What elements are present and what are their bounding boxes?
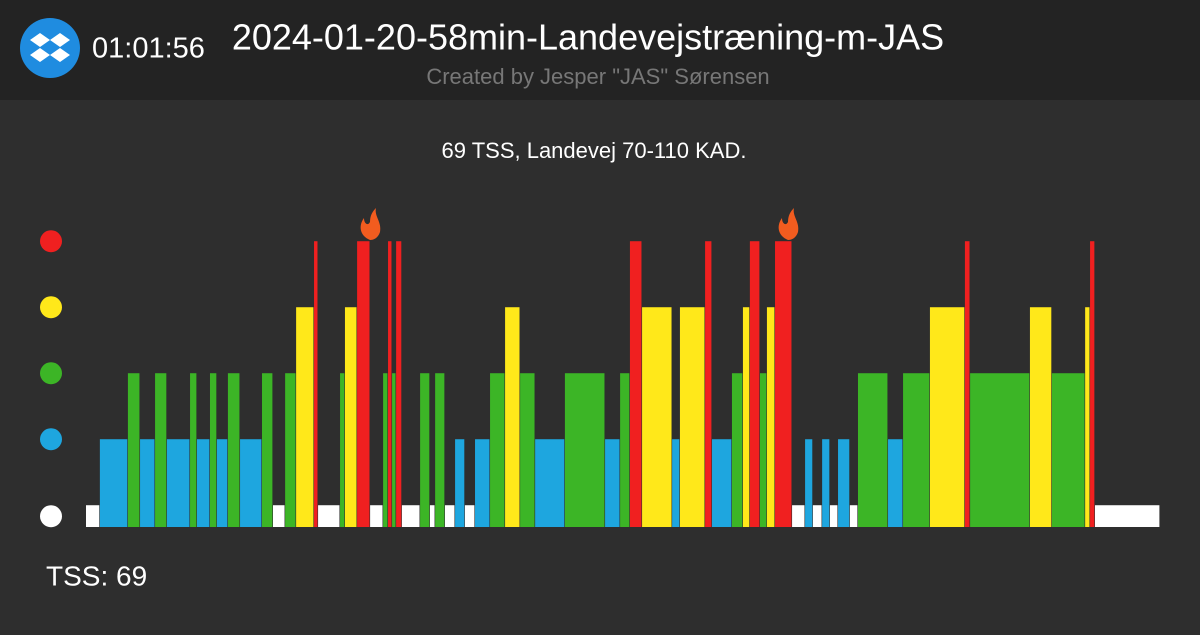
interval-bar: [712, 439, 732, 527]
interval-bar: [1090, 241, 1095, 527]
interval-bar: [209, 373, 217, 527]
icon-circle[interactable]: [20, 18, 80, 78]
interval-bar: [838, 439, 850, 527]
interval-bar: [805, 439, 813, 527]
duration: 01:01:56: [92, 33, 205, 65]
interval-bar: [370, 505, 383, 527]
zone-dot: [40, 362, 62, 385]
zone-dot: [40, 428, 62, 451]
interval-bar: [166, 439, 190, 527]
tss-total: TSS: 69: [46, 560, 147, 591]
zone-dot: [40, 296, 62, 319]
fire-icon: [778, 208, 799, 240]
interval-bar: [475, 439, 490, 527]
interval-bar: [749, 241, 760, 527]
interval-bar: [857, 373, 888, 527]
interval-bar: [216, 439, 228, 527]
interval-bar: [190, 373, 197, 527]
icon-glyph: [30, 33, 70, 62]
interval-bar: [401, 505, 420, 527]
interval-bar: [396, 241, 402, 527]
interval-bar: [314, 241, 318, 527]
interval-bar: [464, 505, 475, 527]
interval-bar: [775, 241, 792, 527]
zone-dot: [40, 505, 62, 528]
interval-bar: [388, 241, 392, 527]
interval-bar: [296, 307, 314, 527]
interval-bar: [227, 373, 240, 527]
interval-bar: [822, 439, 830, 527]
plot: [40, 230, 1160, 528]
interval-bar: [1029, 307, 1052, 527]
interval-bar: [829, 505, 838, 527]
interval-bar: [535, 439, 565, 527]
interval-bar: [605, 439, 620, 527]
interval-bar: [964, 241, 970, 527]
interval-bar: [1085, 307, 1090, 527]
description: 69 TSS, Landevej 70-110 KAD.: [442, 138, 747, 163]
interval-bar: [1051, 373, 1085, 527]
interval-bar: [455, 439, 465, 527]
interval-bar: [742, 307, 750, 527]
interval-bar: [344, 307, 357, 527]
interval-bar: [435, 373, 445, 527]
interval-bar: [888, 439, 903, 527]
zone-dot: [40, 230, 62, 253]
interval-bar: [970, 373, 1030, 527]
interval-bar: [196, 439, 210, 527]
interval-bar: [140, 439, 155, 527]
interval-bar: [490, 373, 505, 527]
interval-bar: [705, 241, 712, 527]
interval-bar: [340, 373, 345, 527]
interval-bar: [240, 439, 262, 527]
interval-bar: [679, 307, 705, 527]
interval-bar: [849, 505, 858, 527]
interval-bar: [318, 505, 340, 527]
interval-bar: [99, 439, 128, 527]
interval-bar: [564, 373, 605, 527]
interval-bar: [383, 373, 388, 527]
interval-bar: [812, 505, 822, 527]
interval-bar: [629, 241, 642, 527]
interval-bar: [759, 373, 767, 527]
interval-bar: [285, 373, 296, 527]
interval-bar: [86, 505, 100, 527]
author: Created by Jesper "JAS" Sørensen: [426, 64, 769, 89]
interval-bar: [357, 241, 370, 527]
interval-bar: [262, 373, 273, 527]
interval-bar: [642, 307, 672, 527]
header-bar: [0, 0, 1200, 100]
interval-bar: [520, 373, 535, 527]
interval-bar: [272, 505, 285, 527]
interval-bar: [429, 505, 435, 527]
interval-bar: [731, 373, 743, 527]
workout-title: 2024-01-20-58min-Landevejstræning-m-JAS: [232, 17, 944, 58]
interval-bar: [929, 307, 965, 527]
interval-bar: [127, 373, 140, 527]
interval-bar: [1094, 505, 1160, 527]
interval-bar: [420, 373, 430, 527]
interval-bar: [792, 505, 805, 527]
fire-icon: [360, 208, 381, 240]
interval-bar: [766, 307, 775, 527]
interval-bar: [155, 373, 167, 527]
interval-bar: [505, 307, 520, 527]
interval-bar: [620, 373, 630, 527]
interval-bar: [444, 505, 455, 527]
interval-bar: [392, 373, 396, 527]
interval-bar: [672, 439, 680, 527]
interval-bar: [903, 373, 930, 527]
dropbox-icon[interactable]: [20, 18, 80, 78]
